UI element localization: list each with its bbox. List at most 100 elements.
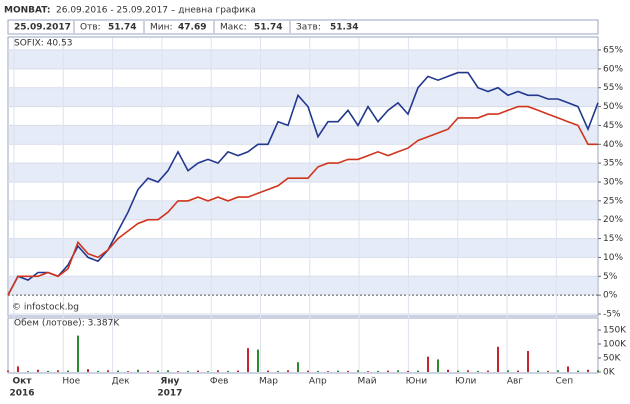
y-tick-label: 0% (603, 291, 618, 301)
volume-bar (267, 370, 269, 372)
volume-bar (67, 370, 69, 372)
volume-bar (307, 370, 309, 372)
volume-bar (177, 371, 179, 372)
volume-bar (527, 351, 529, 372)
volume-bar (277, 370, 279, 372)
volume-bar (517, 370, 519, 372)
x-tick-label: Мар (259, 377, 278, 387)
volume-bar (497, 346, 499, 372)
volume-bar (127, 371, 129, 372)
volume-bar (387, 370, 389, 372)
y-tick-label: 35% (603, 159, 623, 169)
volume-bar (287, 370, 289, 372)
volume-title: Обем (лотове): 3.387K (14, 319, 120, 329)
volume-bar (587, 369, 589, 372)
volume-bar (207, 371, 209, 372)
volume-bar (417, 370, 419, 372)
volume-bar (367, 371, 369, 372)
stats-box (7, 19, 599, 35)
stat-label: Отв: (80, 23, 101, 33)
stripe (9, 238, 597, 258)
x-tick-label: Апр (309, 377, 327, 387)
y-tick-label: 30% (603, 178, 623, 188)
x-tick-label: Юли (455, 377, 476, 387)
volume-bar (27, 371, 29, 372)
y-tick-label: 45% (603, 121, 623, 131)
x-tick-label: Дек (112, 377, 131, 387)
volume-bar (487, 370, 489, 372)
volume-bar (37, 369, 39, 372)
volume-bar (457, 370, 459, 372)
volume-bar (157, 370, 159, 372)
x-tick-label: Фев (210, 377, 229, 387)
stripe (9, 87, 597, 107)
y-tick-label: 40% (603, 140, 623, 150)
price-line (7, 105, 598, 296)
date: 25.09.2017 (14, 23, 71, 33)
volume-bar (247, 348, 249, 372)
y-tick-label: 10% (603, 253, 623, 263)
x-tick-label: Сеп (555, 377, 573, 387)
volume-bar (197, 370, 199, 372)
y-tick-label: 15% (603, 234, 623, 244)
x-tick-label: Окт (13, 377, 33, 387)
volume-bar (167, 370, 169, 372)
volume-bar (477, 370, 479, 372)
x-tick-label: Яну (160, 377, 179, 387)
y-tick-label: 65% (603, 46, 623, 56)
volume-bar (117, 370, 119, 372)
volume-bar (57, 370, 59, 372)
symbol: MONBAT: (4, 6, 51, 16)
stat-value: 51.74 (108, 23, 136, 33)
volume-panel (7, 317, 599, 374)
stripe (9, 125, 597, 145)
y-tick-label: 55% (603, 83, 623, 93)
y-tick-label: -5% (603, 310, 621, 320)
volume-bar (97, 370, 99, 372)
watermark: © infostock.bg (12, 303, 79, 313)
volume-bar (47, 370, 49, 372)
range: 26.09.2016 - 25.09.2017 – дневна графика (56, 6, 256, 16)
volume-bar (87, 369, 89, 372)
stat-label: Макс: (220, 23, 247, 33)
x-tick-label: Авг (507, 377, 523, 387)
stripe (9, 200, 597, 220)
y-tick-label: 150K (603, 326, 627, 336)
volume-bar (77, 335, 79, 372)
annotation: SOFIX: 40.53 (14, 39, 72, 49)
volume-bar (537, 370, 539, 372)
volume-bar (327, 371, 329, 372)
year-label: 2016 (9, 389, 34, 399)
volume-bar (217, 370, 219, 372)
stat-label: Затв: (296, 23, 321, 33)
volume-bar (107, 370, 109, 372)
volume-bar (577, 370, 579, 372)
stripe (9, 163, 597, 182)
y-tick-label: 0K (603, 368, 616, 378)
y-tick-label: 25% (603, 196, 623, 206)
stat-label: Мин: (150, 23, 173, 33)
x-tick-label: Ное (62, 377, 80, 387)
volume-bar (567, 366, 569, 372)
volume-bar (187, 370, 189, 372)
volume-bar (447, 369, 449, 372)
stripe (9, 50, 597, 69)
volume-bar (557, 370, 559, 372)
volume-bar (17, 366, 19, 372)
stat-value: 47.69 (178, 23, 206, 33)
volume-bar (137, 369, 139, 372)
stripe (9, 276, 597, 296)
y-tick-label: 20% (603, 215, 623, 225)
y-tick-label: 50% (603, 102, 623, 112)
volume-bar (347, 370, 349, 372)
y-tick-label: 50K (603, 354, 621, 364)
volume-bar (297, 362, 299, 372)
stat-value: 51.34 (330, 23, 358, 33)
y-tick-label: 60% (603, 64, 623, 74)
volume-bar (227, 370, 229, 372)
volume-bar (337, 370, 339, 372)
volume-bar (147, 370, 149, 372)
volume-bar (317, 370, 319, 372)
y-tick-label: 100K (603, 340, 627, 350)
